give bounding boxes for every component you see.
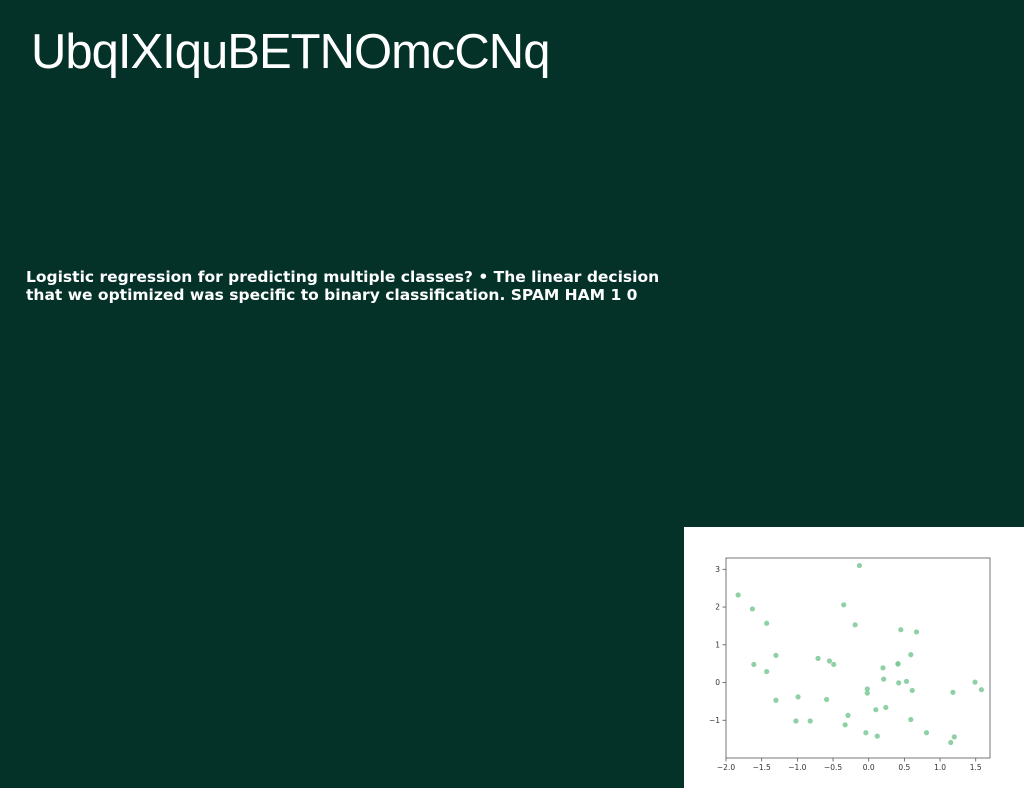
y-tick-label: −1 <box>709 716 720 725</box>
scatter-point <box>749 606 755 612</box>
y-tick-label: 3 <box>715 565 720 574</box>
scatter-point <box>883 704 889 711</box>
scatter-chart: −2.0 −1.5 −1.0 −0.5 0.0 0.5 1.0 1.5 −1 0 1 2 3 <box>709 557 991 772</box>
scatter-point <box>852 622 858 628</box>
scatter-point <box>735 592 741 598</box>
scatter-point <box>913 629 920 635</box>
scatter-point <box>764 668 770 675</box>
scatter-point <box>895 661 901 667</box>
scatter-point <box>874 733 880 739</box>
scatter-point <box>923 730 930 736</box>
scatter-point <box>978 687 985 693</box>
scatter-point <box>951 734 957 740</box>
scatter-point <box>841 602 847 608</box>
scatter-point <box>863 730 869 736</box>
x-tick-label: 1.0 <box>934 763 946 772</box>
x-tick-label: −1.5 <box>753 763 771 772</box>
scatter-point <box>903 678 910 684</box>
scatter-point <box>972 679 978 685</box>
scatter-point <box>826 658 833 664</box>
y-tick-label: 2 <box>715 603 720 612</box>
scatter-point <box>773 697 779 703</box>
axis-layer: −2.0 −1.5 −1.0 −0.5 0.0 0.5 1.0 1.5 −1 0 1 2 3 <box>709 565 982 772</box>
scatter-point <box>908 716 914 723</box>
slide-body-text: Logistic regression for predicting multi… <box>26 268 660 304</box>
y-tick-label: 1 <box>715 640 720 649</box>
scatter-point <box>856 562 863 569</box>
plot-frame <box>725 557 991 759</box>
scatter-point <box>880 665 886 671</box>
x-tick-label: −0.5 <box>824 763 842 772</box>
x-tick-label: −2.0 <box>717 763 735 772</box>
scatter-point <box>831 661 837 668</box>
scatter-point <box>864 690 870 696</box>
scatter-point <box>807 718 813 724</box>
scatter-point <box>864 686 870 692</box>
scatter-point <box>948 739 954 746</box>
scatter-point <box>751 661 757 668</box>
scatter-point <box>845 712 851 718</box>
x-tick-label: 0.5 <box>898 763 910 772</box>
points-layer <box>735 562 985 746</box>
scatter-point <box>824 696 830 703</box>
slide-title: UbqIXIquBETNOmcCNq <box>31 25 550 79</box>
scatter-point <box>873 707 879 713</box>
scatter-point <box>898 627 904 633</box>
scatter-point <box>764 620 770 626</box>
x-tick-label: 0.0 <box>863 763 875 772</box>
scatter-point <box>950 689 956 695</box>
scatter-chart-panel: −2.0 −1.5 −1.0 −0.5 0.0 0.5 1.0 1.5 −1 0 1 2 3 <box>684 527 1024 788</box>
scatter-point <box>773 652 779 658</box>
scatter-point <box>909 687 915 694</box>
scatter-point <box>793 718 799 724</box>
scatter-point <box>815 655 821 661</box>
scatter-point <box>908 652 914 658</box>
x-tick-label: 1.5 <box>970 763 982 772</box>
scatter-point <box>881 676 887 682</box>
scatter-point <box>896 680 902 686</box>
x-tick-label: −1.0 <box>788 763 806 772</box>
y-tick-label: 0 <box>715 678 720 687</box>
scatter-point <box>842 722 848 728</box>
scatter-point <box>795 694 801 700</box>
